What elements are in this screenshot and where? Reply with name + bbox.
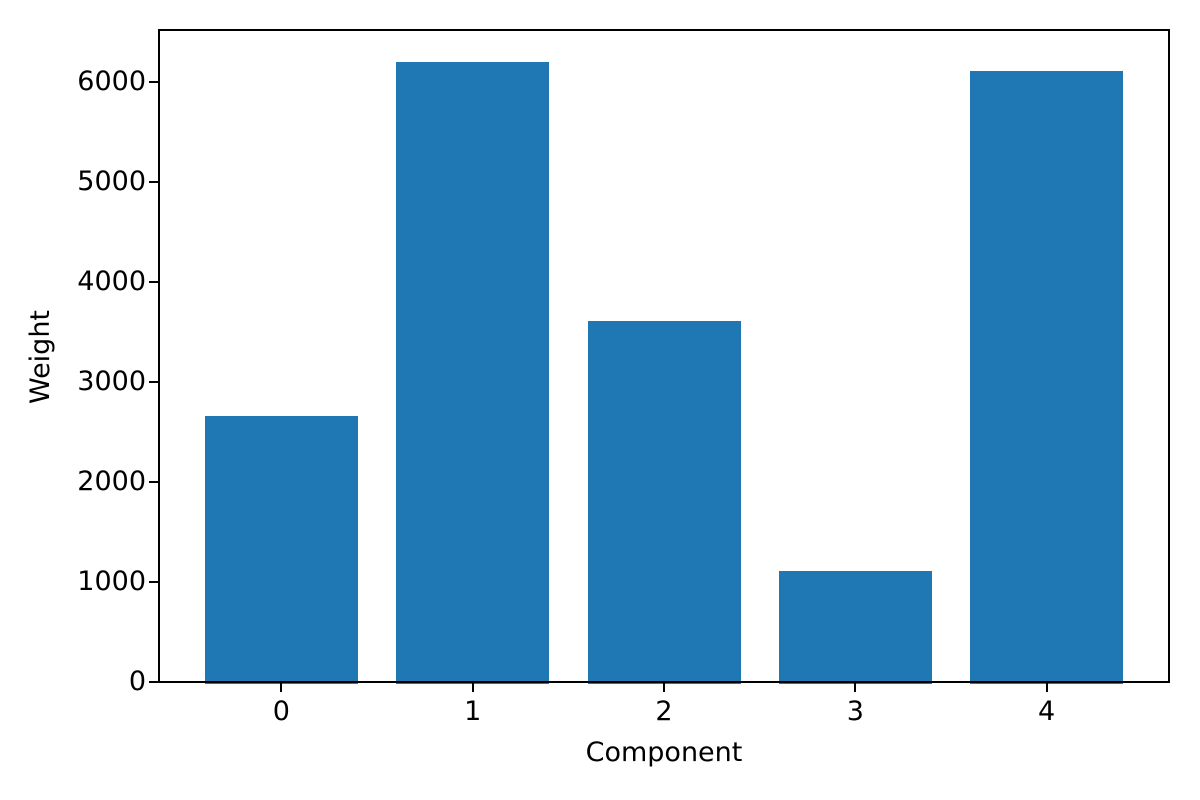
y-tick-mark [149, 81, 158, 83]
y-tick-mark [149, 681, 158, 683]
y-tick-mark [149, 181, 158, 183]
x-tick-label: 4 [1038, 696, 1056, 727]
y-tick-label: 4000 [77, 266, 146, 297]
bar-component-1 [396, 62, 550, 684]
y-tick-label: 5000 [77, 166, 146, 197]
y-tick-mark [149, 581, 158, 583]
y-tick-mark [149, 481, 158, 483]
bar-component-2 [587, 321, 741, 684]
x-tick-label: 3 [846, 696, 864, 727]
y-tick-mark [149, 281, 158, 283]
bar-component-4 [970, 71, 1124, 684]
x-tick-label: 2 [655, 696, 673, 727]
x-tick-mark [854, 683, 857, 692]
bar-component-3 [778, 571, 932, 684]
x-tick-mark [663, 683, 665, 692]
y-tick-label: 6000 [77, 66, 146, 97]
y-tick-label: 0 [128, 666, 146, 697]
y-tick-label: 3000 [77, 366, 146, 397]
x-axis-label: Component [585, 737, 743, 768]
x-tick-label: 0 [272, 696, 290, 727]
y-tick-label: 1000 [77, 566, 146, 597]
x-tick-mark [1045, 683, 1048, 692]
y-tick-label: 2000 [77, 466, 146, 497]
bar-component-0 [204, 416, 358, 684]
y-tick-mark [149, 381, 158, 383]
x-tick-mark [280, 683, 283, 692]
x-tick-label: 1 [464, 696, 482, 727]
x-tick-mark [471, 683, 474, 692]
